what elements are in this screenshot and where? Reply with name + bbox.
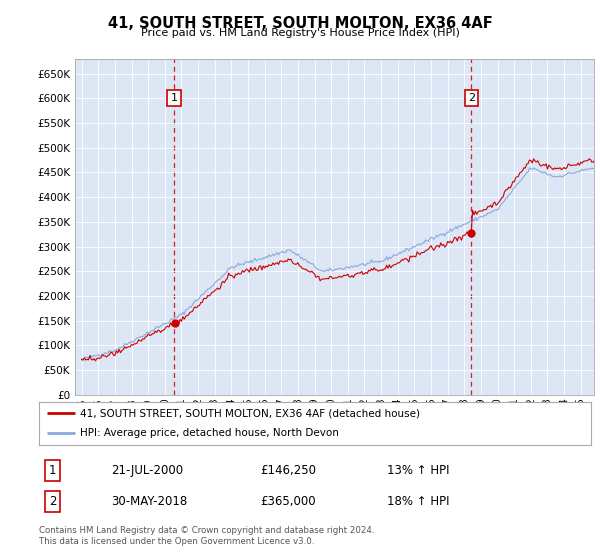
Text: 18% ↑ HPI: 18% ↑ HPI	[387, 495, 449, 508]
Text: 21-JUL-2000: 21-JUL-2000	[111, 464, 183, 477]
Text: 41, SOUTH STREET, SOUTH MOLTON, EX36 4AF: 41, SOUTH STREET, SOUTH MOLTON, EX36 4AF	[107, 16, 493, 31]
Text: 2: 2	[49, 495, 56, 508]
Text: Contains HM Land Registry data © Crown copyright and database right 2024.
This d: Contains HM Land Registry data © Crown c…	[39, 526, 374, 546]
Text: HPI: Average price, detached house, North Devon: HPI: Average price, detached house, Nort…	[80, 428, 339, 438]
Text: 2: 2	[467, 94, 475, 104]
Text: 30-MAY-2018: 30-MAY-2018	[111, 495, 187, 508]
Text: 1: 1	[170, 94, 178, 104]
Text: 13% ↑ HPI: 13% ↑ HPI	[387, 464, 449, 477]
Text: £365,000: £365,000	[260, 495, 316, 508]
Text: 1: 1	[49, 464, 56, 477]
Text: £146,250: £146,250	[260, 464, 316, 477]
Text: Price paid vs. HM Land Registry's House Price Index (HPI): Price paid vs. HM Land Registry's House …	[140, 28, 460, 38]
Text: 41, SOUTH STREET, SOUTH MOLTON, EX36 4AF (detached house): 41, SOUTH STREET, SOUTH MOLTON, EX36 4AF…	[80, 408, 421, 418]
